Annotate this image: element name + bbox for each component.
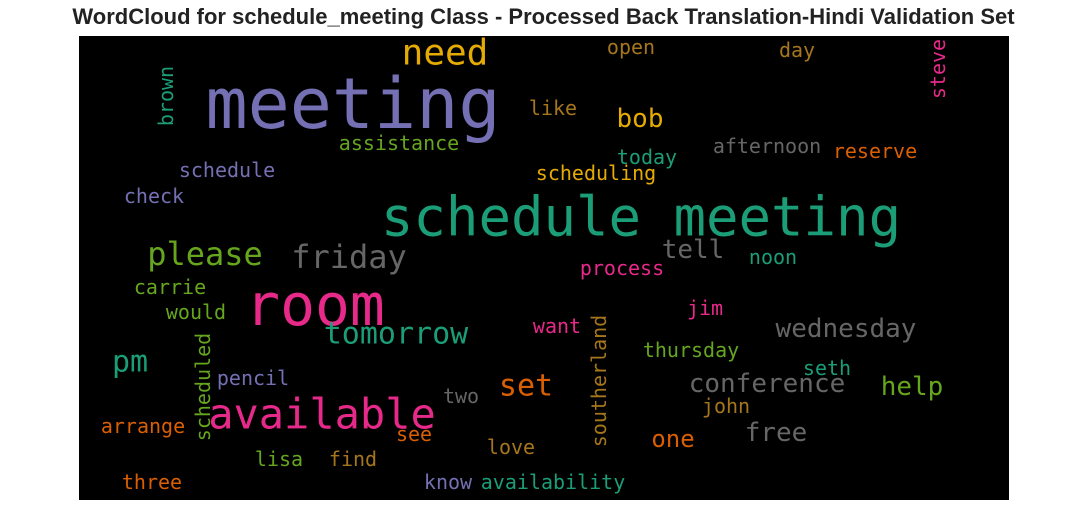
word-tell: tell [662, 235, 725, 265]
word-wednesday: wednesday [776, 314, 917, 344]
word-carrie: carrie [134, 275, 206, 299]
word-seth: seth [803, 356, 851, 380]
word-john: john [702, 394, 750, 418]
word-brown: brown [154, 66, 178, 126]
word-need: need [402, 36, 489, 74]
word-please: please [147, 235, 263, 273]
chart-title: WordCloud for schedule_meeting Class - P… [72, 4, 1015, 29]
word-set: set [499, 369, 553, 404]
word-today: today [617, 145, 677, 169]
word-find: find [329, 447, 377, 471]
word-know: know [424, 470, 473, 494]
word-three: three [122, 470, 182, 494]
word-thursday: thursday [643, 338, 739, 362]
word-like: like [529, 96, 577, 120]
word-love: love [487, 435, 535, 459]
word-free: free [745, 418, 808, 448]
word-tomorrow: tomorrow [324, 317, 469, 352]
word-afternoon: afternoon [713, 134, 821, 158]
wordcloud-words: schedule meeting meeting room available need… [101, 36, 950, 494]
word-conference: conference [689, 369, 846, 399]
word-meeting: meeting [205, 63, 500, 145]
word-noon: noon [749, 245, 797, 269]
word-process: process [580, 256, 664, 280]
word-assistance: assistance [339, 131, 459, 155]
word-one: one [651, 425, 694, 453]
word-steve: steve [926, 39, 950, 99]
word-see: see [396, 422, 432, 446]
word-open: open [607, 36, 655, 59]
word-jim: jim [687, 296, 723, 320]
word-pencil: pencil [217, 366, 289, 390]
wordcloud-canvas: schedule meeting meeting room available need… [79, 36, 1009, 500]
word-available: available [208, 390, 436, 439]
word-reserve: reserve [833, 139, 917, 163]
word-help: help [881, 372, 944, 402]
word-scheduling: scheduling [536, 161, 656, 185]
word-arrange: arrange [101, 414, 185, 438]
word-scheduled: scheduled [191, 333, 215, 441]
word-availability: availability [481, 470, 626, 494]
word-want: want [533, 314, 581, 338]
word-schedule-meeting: schedule meeting [381, 186, 901, 249]
word-would: would [166, 300, 226, 324]
word-check: check [124, 184, 184, 208]
word-bob: bob [617, 104, 664, 134]
word-friday: friday [291, 238, 407, 276]
word-two: two [443, 384, 479, 408]
word-schedule: schedule [179, 158, 275, 182]
word-lisa: lisa [255, 447, 303, 471]
word-pm: pm [112, 345, 148, 380]
word-day: day [779, 38, 815, 62]
word-southerland: southerland [587, 315, 611, 447]
word-room: room [245, 271, 385, 339]
wordcloud-background [79, 36, 1009, 500]
